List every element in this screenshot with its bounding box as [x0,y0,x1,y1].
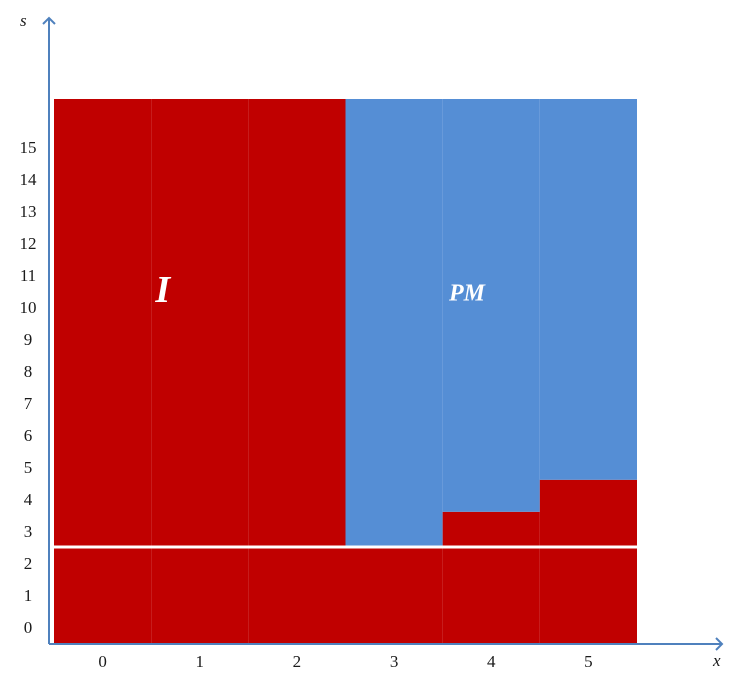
y-tick-label-2: 2 [24,554,33,573]
region-I-column-4 [442,511,540,643]
x-tick-label-1: 1 [196,652,205,671]
y-tick-label-6: 6 [24,426,33,445]
y-tick-label-0: 0 [24,618,33,637]
regions-layer [54,99,637,643]
region-label-PM: PM [448,281,487,307]
x-tick-label-5: 5 [584,652,593,671]
x-axis-label: x [712,651,721,670]
region-I-column-1 [151,99,249,643]
region-PM-column-3 [345,99,443,547]
x-tick-label-0: 0 [98,652,107,671]
region-labels: I PM [154,269,486,311]
x-tick-label-2: 2 [293,652,302,671]
y-tick-label-11: 11 [20,266,36,285]
y-tick-label-13: 13 [20,202,37,221]
y-tick-label-1: 1 [24,586,33,605]
y-tick-label-3: 3 [24,522,33,541]
region-I-column-3 [345,547,443,643]
y-tick-label-12: 12 [20,234,37,253]
y-tick-label-7: 7 [24,394,33,413]
x-tick-label-3: 3 [390,652,399,671]
y-tick-label-15: 15 [20,138,37,157]
y-tick-label-5: 5 [24,458,33,477]
region-I-column-0 [54,99,152,643]
region-I-column-5 [539,479,637,643]
region-PM-column-5 [539,99,637,480]
region-PM-column-4 [442,99,540,512]
x-tick-label-4: 4 [487,652,496,671]
y-tick-label-8: 8 [24,362,33,381]
region-I-column-2 [248,99,346,643]
y-tick-label-9: 9 [24,330,33,349]
y-axis-label: s [20,11,27,30]
y-tick-label-14: 14 [20,170,38,189]
y-tick-label-4: 4 [24,490,33,509]
y-tick-label-10: 10 [20,298,37,317]
region-label-I: I [154,269,171,311]
